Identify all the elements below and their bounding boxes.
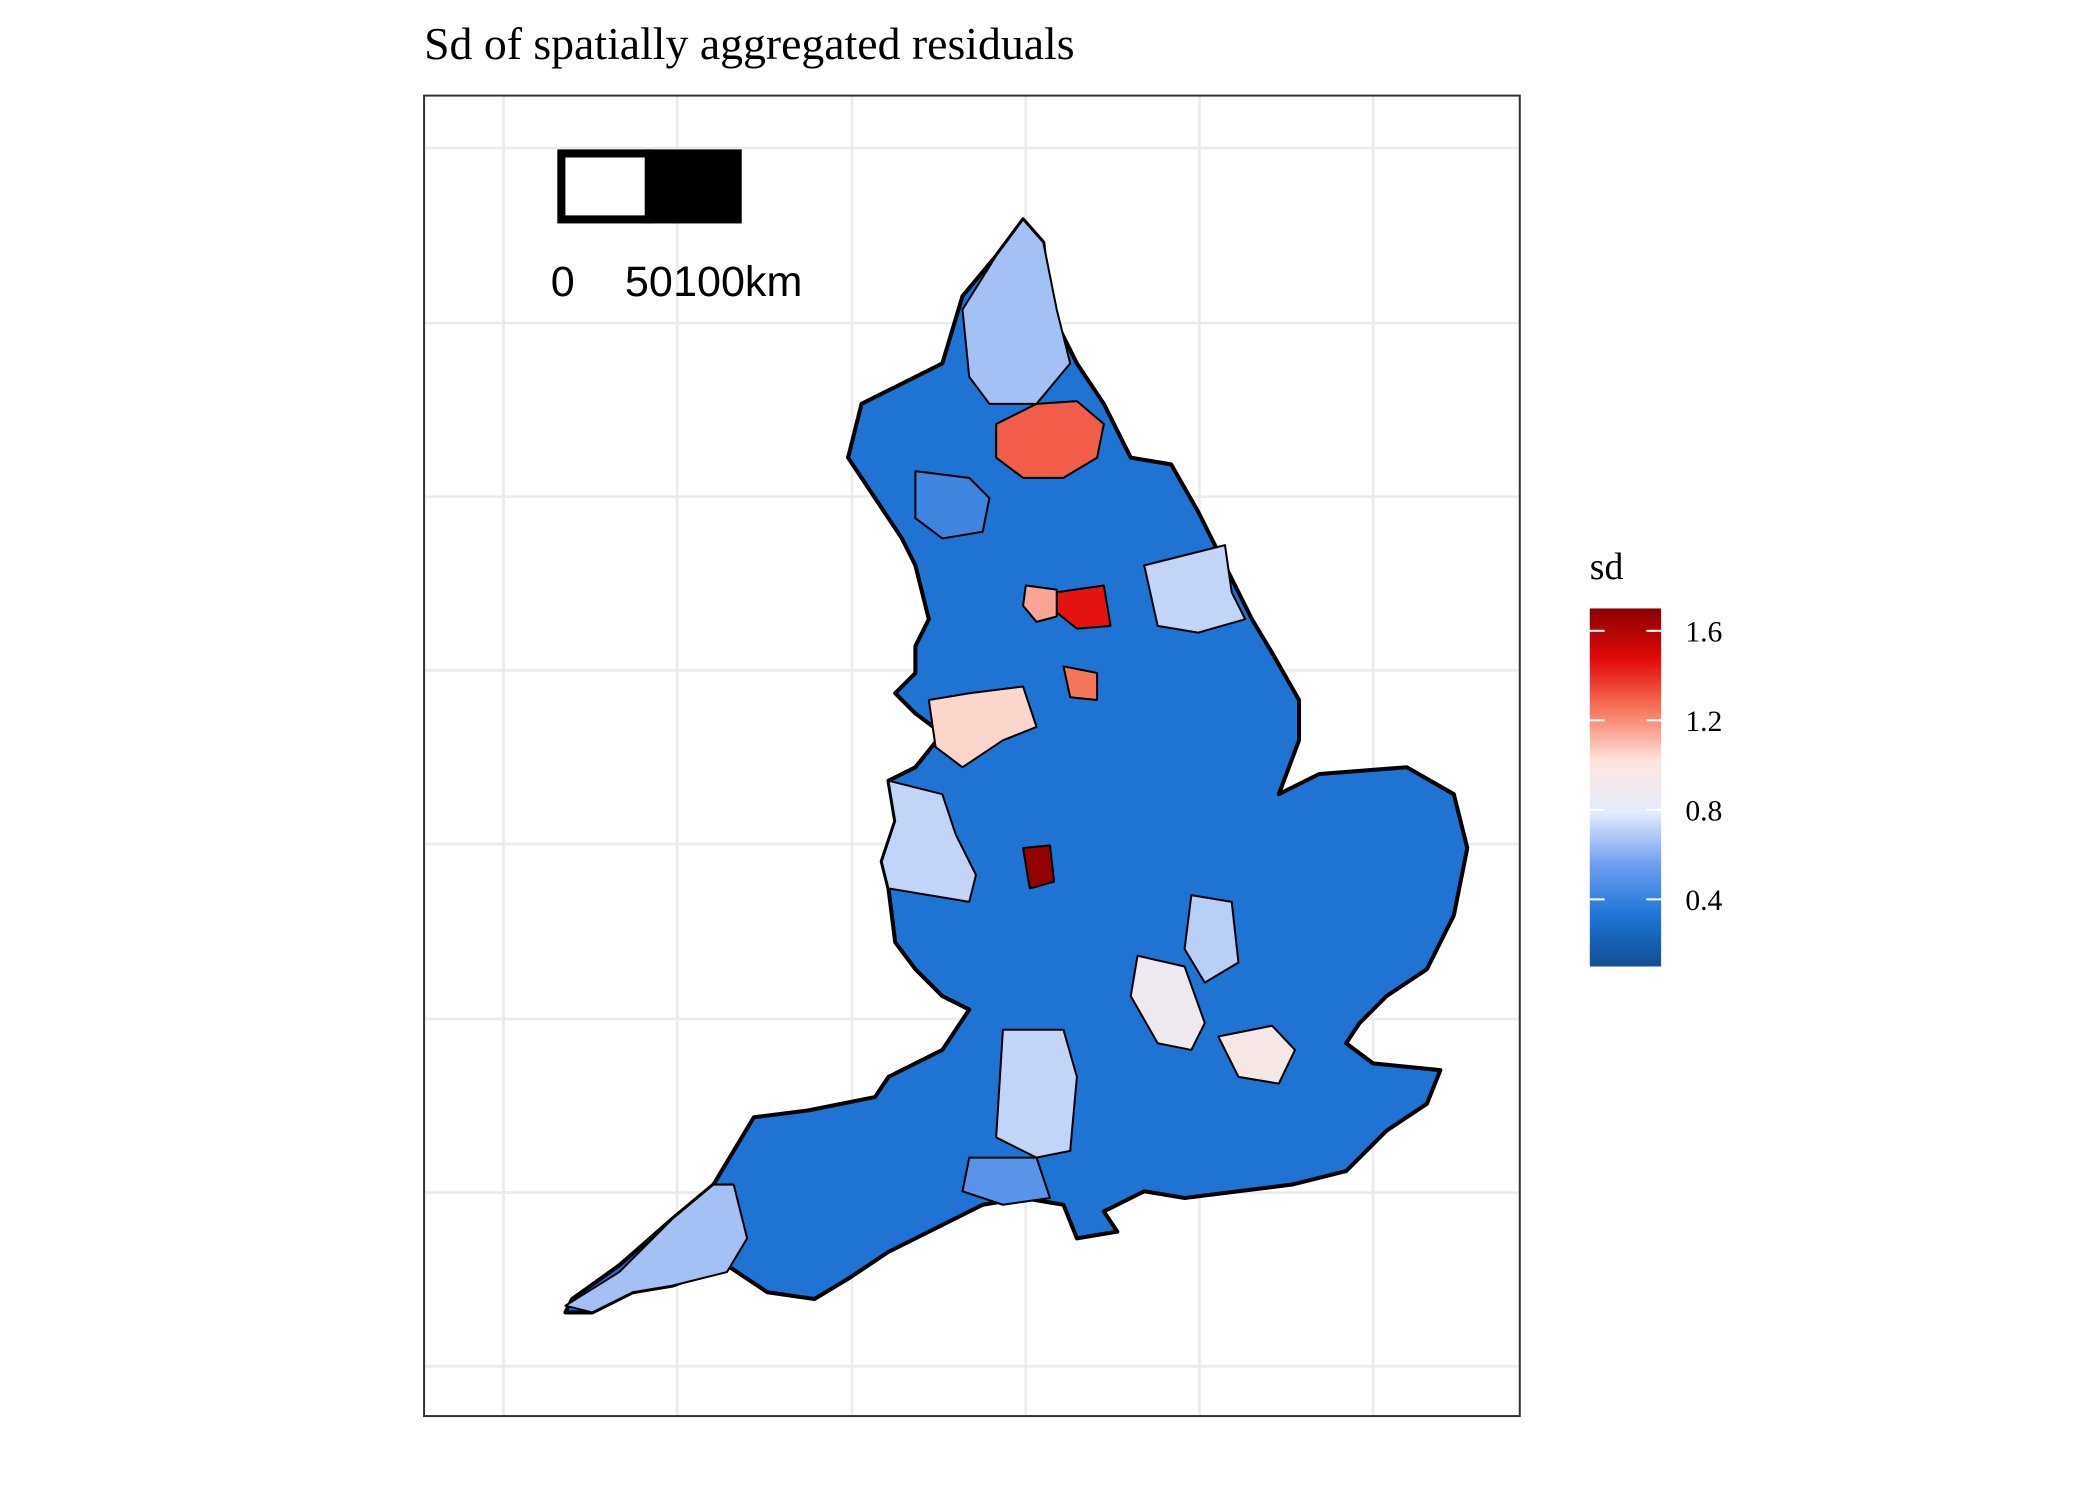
scale-label: 50 [625,258,673,306]
chart-title: Sd of spatially aggregated residuals [424,18,1075,69]
region [1183,894,1240,984]
legend-tick-label: 1.2 [1685,706,1722,738]
legend-tick-label: 1.6 [1685,617,1722,649]
region [1129,954,1206,1051]
region [1022,844,1056,890]
region [564,1183,749,1314]
scale-label: 100km [673,258,802,306]
region [1062,665,1099,701]
region [914,470,991,540]
region [995,400,1105,479]
scale-segment [644,149,742,224]
panel-border [423,94,1521,1418]
scale-segment [557,149,653,224]
region [1217,1024,1296,1085]
scale-bar: 0 50 100km [551,149,802,306]
scale-label: 0 [551,258,575,306]
region [995,1028,1078,1159]
legend: sd 0.4 0.8 1.2 1.6 [1589,546,1723,967]
legend-title: sd [1590,546,1624,588]
region [927,685,1038,769]
legend-tick-label: 0.8 [1685,796,1722,828]
legend-tick-label: 0.4 [1685,885,1722,917]
map [563,217,1470,1315]
region [1022,584,1058,623]
colorbar [1589,608,1662,967]
region [1143,544,1247,634]
region [961,218,1072,405]
region [961,1156,1052,1206]
region [880,779,977,903]
